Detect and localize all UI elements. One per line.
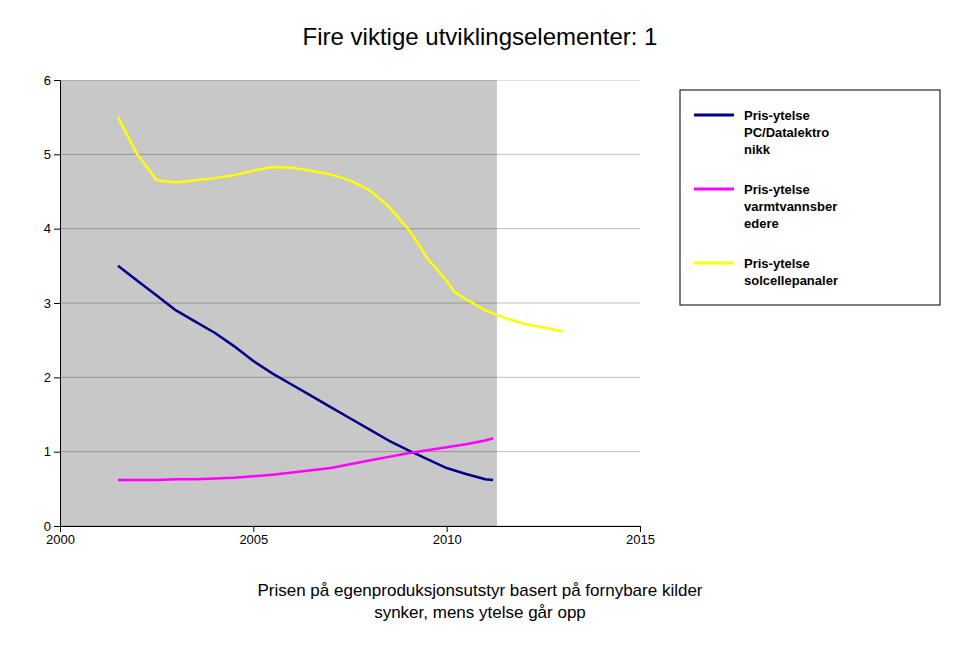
y-axis-tick-label: 0 [44,519,51,534]
x-axis-tick-label: 2000 [46,532,75,547]
x-axis-tick-mark [640,526,641,532]
legend-label-line: Pris-ytelse [744,256,810,271]
grid-line [60,451,640,452]
legend: Pris-ytelse PC/Datalektro nikk Pris-ytelse v… [680,90,940,305]
grid-line [60,377,640,378]
title: Fire viktige utviklingselementer: 1 [303,23,658,50]
legend-label-line: edere [744,216,779,231]
y-axis-tick: 4 [44,221,60,236]
legend-label-line: varmtvannsber [744,199,837,214]
y-axis-tick: 1 [44,444,60,459]
legend-label-line: Pris-ytelse [744,108,810,123]
y-axis-tick: 0 [44,519,60,534]
legend-label-line: nikk [744,142,771,157]
y-axis-line [54,81,61,527]
subtitle: Prisen på egenproduksjonsutstyr basert p… [257,581,702,622]
y-axis-tick-label: 4 [44,221,51,236]
subtitle-line: Prisen på egenproduksjonsutstyr basert p… [257,581,702,600]
y-axis-tick: 5 [44,147,60,162]
x-axis-tick-label: 2015 [626,532,655,547]
x-axis-tick: 2015 [626,526,655,547]
y-axis-tick-mark [54,303,60,304]
title-line: Fire viktige utviklingselementer: 1 [303,23,658,50]
y-axis: 0 1 2 3 4 5 6 [44,73,61,534]
legend-label: Pris-ytelse PC/Datalektro nikk [744,108,829,157]
x-axis-tick: 2010 [433,526,462,547]
x-axis-tick-label: 2010 [433,532,462,547]
y-axis-tick-mark [54,377,60,378]
chart: 2000 2005 2010 2015 0 1 2 3 4 5 6 Fire viktige utvi… [0,0,960,666]
grid [60,80,640,526]
grid-line [60,228,640,229]
x-axis: 2000 2005 2010 2015 [46,526,655,547]
series-line [118,117,563,331]
y-axis-tick-label: 2 [44,370,51,385]
legend-label: Pris-ytelse varmtvannsber edere [744,182,837,231]
x-axis-tick-mark [447,526,448,532]
y-axis-tick-label: 5 [44,147,51,162]
y-axis-tick-mark [54,80,60,81]
x-axis-line [61,527,641,533]
y-axis-tick: 6 [44,73,60,88]
y-axis-tick-label: 6 [44,73,51,88]
subtitle-line: synker, mens ytelse går opp [374,603,586,622]
y-axis-tick-mark [54,229,60,230]
y-axis-tick-mark [54,154,60,155]
x-axis-tick: 2005 [239,526,268,547]
grid-line [60,303,640,304]
plot-area [60,80,640,526]
grid-line [60,154,640,155]
series-line [118,266,493,480]
x-axis-tick-label: 2005 [239,532,268,547]
grid-line [60,80,640,81]
y-axis-tick-mark [54,526,60,527]
legend-swatch [694,188,734,191]
legend-swatch [694,114,734,117]
x-axis-tick-mark [253,526,254,532]
y-axis-tick-label: 3 [44,296,51,311]
y-axis-tick-mark [54,452,60,453]
lines [118,117,563,480]
legend-label: Pris-ytelse solcellepanaler [744,256,838,288]
series-line [118,438,493,480]
y-axis-tick: 2 [44,370,60,385]
y-axis-tick: 3 [44,296,60,311]
legend-label-line: Pris-ytelse [744,182,810,197]
grid-line [60,526,640,527]
y-axis-tick-label: 1 [44,444,51,459]
legend-label-line: solcellepanaler [744,273,838,288]
legend-swatch [694,262,734,265]
legend-label-line: PC/Datalektro [744,125,829,140]
legend-frame [680,90,940,305]
